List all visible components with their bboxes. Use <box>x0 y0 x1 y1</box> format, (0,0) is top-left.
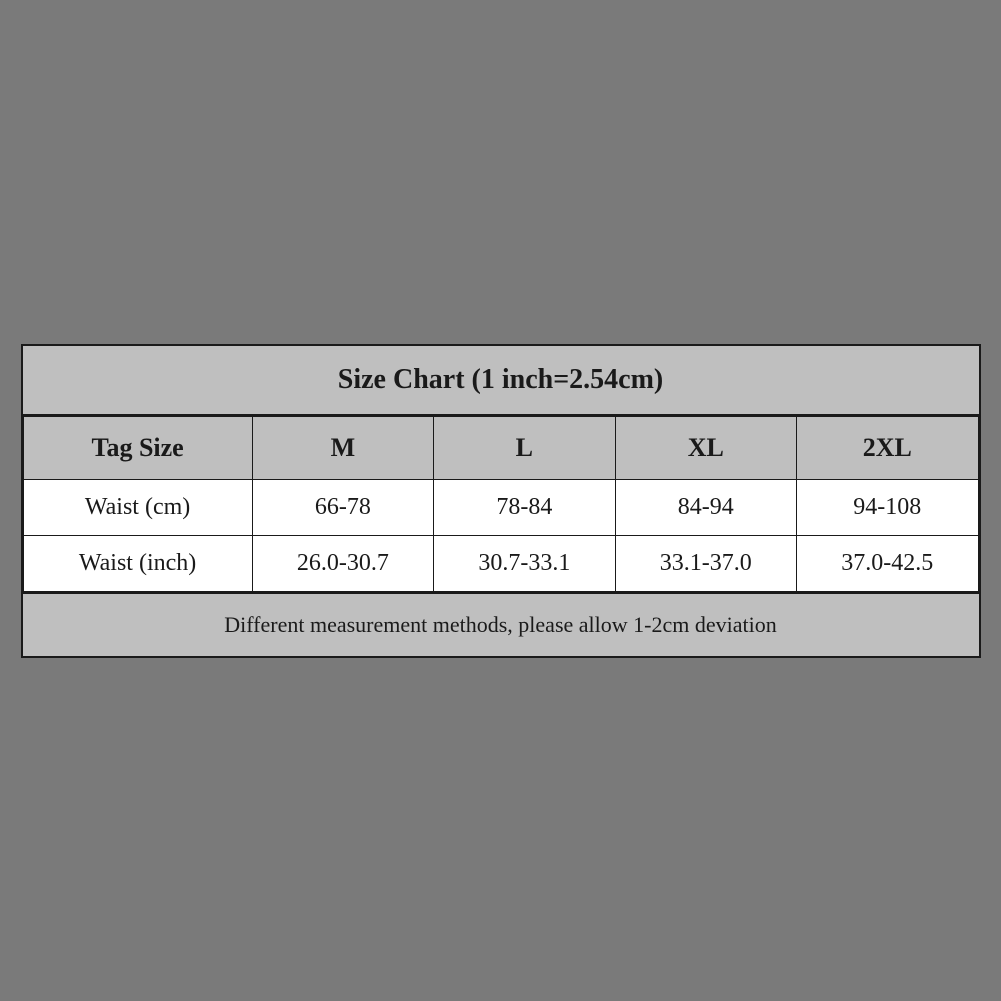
cell-waist-cm-l: 78-84 <box>434 479 615 535</box>
header-size-xl: XL <box>615 416 796 479</box>
cell-waist-inch-2xl: 37.0-42.5 <box>797 535 979 591</box>
size-chart-container: Size Chart (1 inch=2.54cm) Tag Size M L … <box>21 344 981 658</box>
chart-title: Size Chart (1 inch=2.54cm) <box>23 346 979 416</box>
cell-waist-cm-2xl: 94-108 <box>797 479 979 535</box>
cell-waist-inch-xl: 33.1-37.0 <box>615 535 796 591</box>
header-size-m: M <box>252 416 433 479</box>
table-row: Waist (inch) 26.0-30.7 30.7-33.1 33.1-37… <box>23 535 978 591</box>
chart-footer-note: Different measurement methods, please al… <box>23 592 979 656</box>
cell-waist-inch-m: 26.0-30.7 <box>252 535 433 591</box>
header-size-2xl: 2XL <box>797 416 979 479</box>
table-row: Waist (cm) 66-78 78-84 84-94 94-108 <box>23 479 978 535</box>
cell-waist-cm-xl: 84-94 <box>615 479 796 535</box>
header-label: Tag Size <box>23 416 252 479</box>
size-table: Tag Size M L XL 2XL Waist (cm) 66-78 78-… <box>23 416 979 592</box>
table-header-row: Tag Size M L XL 2XL <box>23 416 978 479</box>
cell-waist-cm-m: 66-78 <box>252 479 433 535</box>
cell-waist-inch-l: 30.7-33.1 <box>434 535 615 591</box>
row-label-waist-cm: Waist (cm) <box>23 479 252 535</box>
row-label-waist-inch: Waist (inch) <box>23 535 252 591</box>
header-size-l: L <box>434 416 615 479</box>
